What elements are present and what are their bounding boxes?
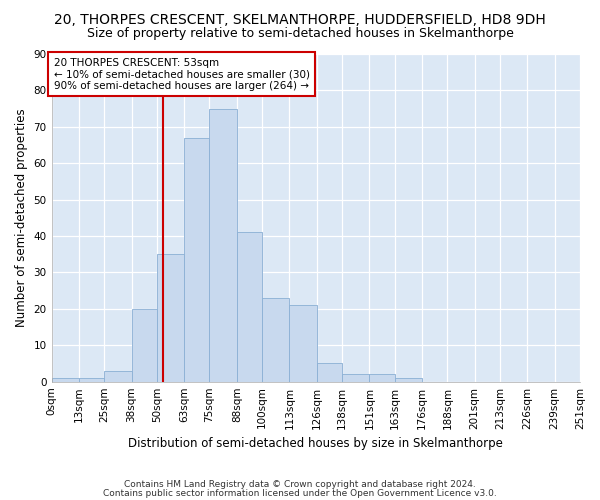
Text: Contains HM Land Registry data © Crown copyright and database right 2024.: Contains HM Land Registry data © Crown c… [124,480,476,489]
Bar [370,374,395,382]
Bar [289,305,317,382]
Bar [317,364,342,382]
Bar [79,378,104,382]
Bar [237,232,262,382]
Bar [395,378,422,382]
Text: 20, THORPES CRESCENT, SKELMANTHORPE, HUDDERSFIELD, HD8 9DH: 20, THORPES CRESCENT, SKELMANTHORPE, HUD… [54,12,546,26]
Bar [52,378,79,382]
Bar [104,371,131,382]
Bar [262,298,289,382]
Bar [342,374,370,382]
Bar [131,309,157,382]
Bar [184,138,209,382]
X-axis label: Distribution of semi-detached houses by size in Skelmanthorpe: Distribution of semi-detached houses by … [128,437,503,450]
Y-axis label: Number of semi-detached properties: Number of semi-detached properties [15,108,28,327]
Text: Contains public sector information licensed under the Open Government Licence v3: Contains public sector information licen… [103,488,497,498]
Bar [157,254,184,382]
Bar [209,108,237,382]
Text: Size of property relative to semi-detached houses in Skelmanthorpe: Size of property relative to semi-detach… [86,28,514,40]
Text: 20 THORPES CRESCENT: 53sqm
← 10% of semi-detached houses are smaller (30)
90% of: 20 THORPES CRESCENT: 53sqm ← 10% of semi… [53,58,310,91]
